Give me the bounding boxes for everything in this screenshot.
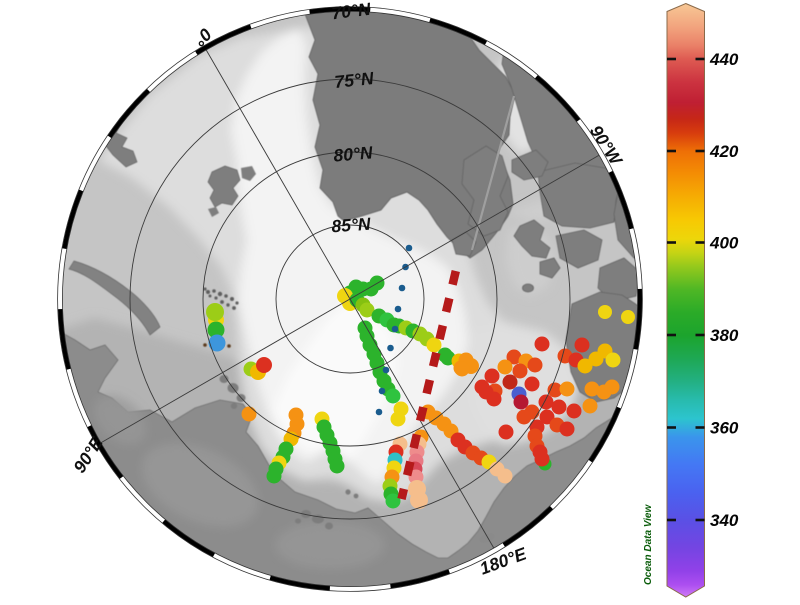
svg-text:75°N: 75°N [334, 68, 375, 92]
svg-text:380: 380 [710, 326, 739, 345]
svg-text:440: 440 [709, 50, 739, 69]
svg-text:Ocean Data View: Ocean Data View [643, 504, 654, 585]
svg-text:85°N: 85°N [331, 214, 372, 237]
svg-text:80°N: 80°N [333, 142, 374, 165]
svg-text:340: 340 [710, 511, 739, 530]
svg-text:70°N: 70°N [330, 0, 372, 23]
svg-text:400: 400 [709, 234, 739, 253]
svg-text:360: 360 [710, 419, 739, 438]
svg-text:420: 420 [709, 142, 739, 161]
